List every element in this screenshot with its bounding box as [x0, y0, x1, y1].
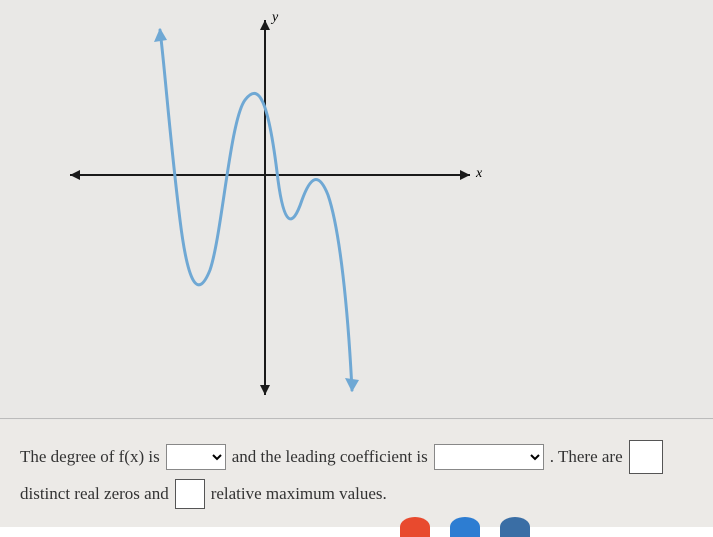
partial-icon-2	[450, 517, 480, 537]
question-text-1: The degree of f(x) is	[20, 438, 160, 475]
divider	[0, 418, 713, 419]
partial-icon-1	[400, 517, 430, 537]
question-text-3: . There are	[550, 438, 623, 475]
graph-area: x y	[0, 0, 713, 420]
question-text-5: relative maximum values.	[211, 475, 387, 512]
question-text-2: and the leading coefficient is	[232, 438, 428, 475]
graph-bg	[0, 0, 713, 420]
question-line-2: distinct real zeros and relative maximum…	[20, 475, 693, 512]
x-axis-label: x	[476, 166, 482, 182]
maxima-input[interactable]	[175, 479, 205, 509]
polynomial-graph	[0, 0, 713, 420]
question-text-4: distinct real zeros and	[20, 475, 169, 512]
degree-select[interactable]	[166, 444, 226, 470]
leading-coeff-select[interactable]	[434, 444, 544, 470]
partial-taskbar-icons	[400, 517, 530, 537]
partial-icon-3	[500, 517, 530, 537]
zeros-input[interactable]	[629, 440, 663, 474]
question-area: The degree of f(x) is and the leading co…	[0, 420, 713, 527]
question-line-1: The degree of f(x) is and the leading co…	[20, 438, 693, 475]
y-axis-label: y	[272, 10, 278, 26]
